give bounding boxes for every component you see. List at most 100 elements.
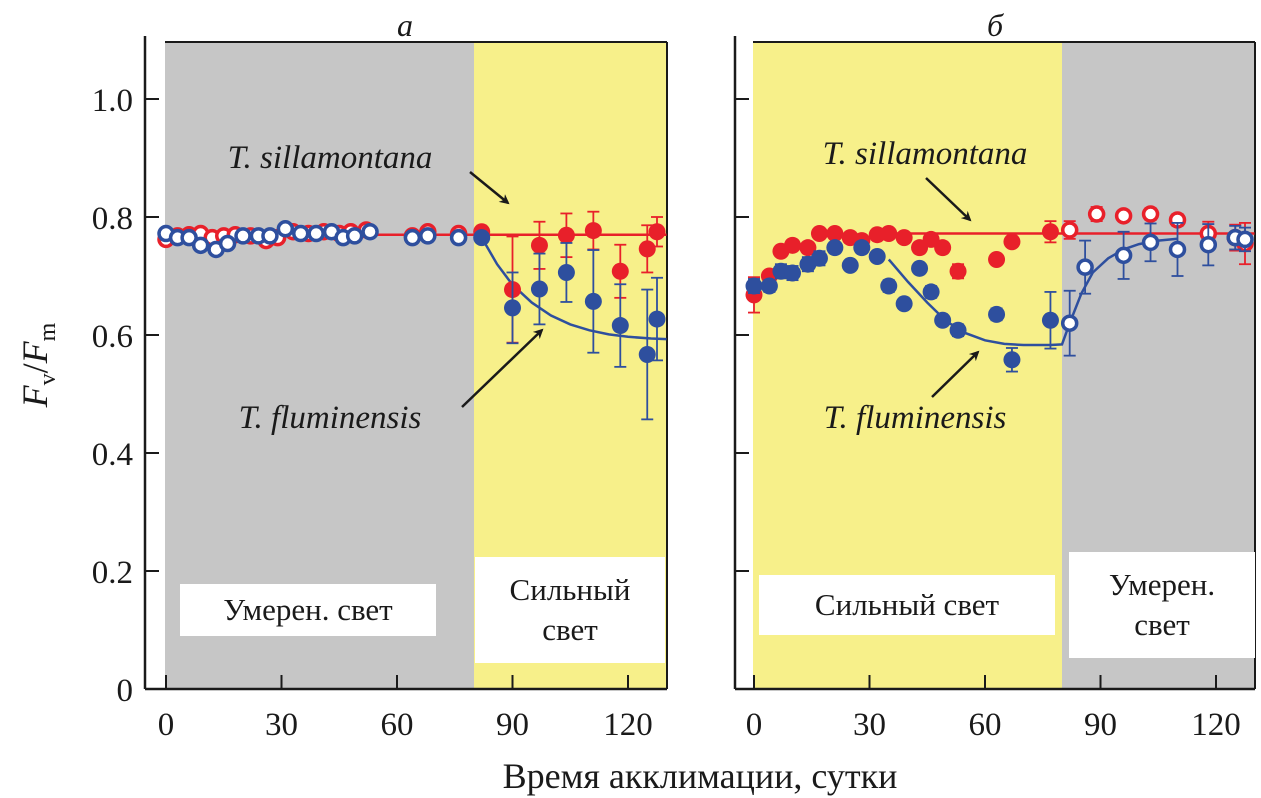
point-t-fluminensis [504,299,521,317]
region-label-box [759,575,1055,635]
region-label: Сильный [510,572,631,607]
region-label-box [180,584,436,636]
point-t-fluminensis [784,264,801,282]
point-t-fluminensis [1076,258,1094,276]
point-t-sillamontana [530,236,548,254]
point-t-fluminensis [841,256,859,274]
y-tick-label: 0.2 [92,555,133,591]
x-tick-label: 0 [158,707,175,743]
annotation-arrow [931,350,980,398]
point-t-fluminensis [180,228,198,247]
y-tick-label: 0.8 [92,201,133,237]
point-t-fluminensis [922,283,940,301]
x-tick-label: 90 [1084,707,1117,743]
species-annotation: T. sillamontana [228,140,433,176]
point-t-fluminensis [745,277,763,295]
point-t-fluminensis [880,277,898,295]
point-t-fluminensis [191,236,210,255]
panel-a: 0 0.2 0.4 0.6 0.8 1.0 0 30 60 90 120 а Умерен. свет С… [92,7,668,743]
point-t-fluminensis [584,292,602,310]
panel-b: 0 30 60 90 120 б Сильный свет Умерен. свет T. sil… [733,7,1256,743]
y-tick-label: 0.6 [92,319,133,355]
svg-text:Fv/Fm: Fv/Fm [15,322,61,408]
x-tick-label: 120 [1191,707,1241,743]
point-t-fluminensis [234,227,252,245]
species-annotation: T. fluminensis [239,400,422,436]
point-t-fluminensis [557,263,575,281]
point-t-fluminensis [1168,240,1187,259]
annotation-arrow [925,177,972,222]
point-t-sillamontana [557,226,575,244]
fit-line-t-fluminensis [480,236,667,341]
panel-title: а [397,7,413,43]
region-label: свет [1134,607,1190,642]
point-t-sillamontana [1141,205,1160,223]
point-t-fluminensis [1114,246,1133,265]
point-t-sillamontana [1041,223,1059,241]
panel-title: б [987,7,1004,43]
x-tick-label: 90 [496,707,529,743]
point-t-fluminensis [345,227,364,245]
point-t-sillamontana [611,262,629,280]
region-label: Умерен. свет [223,592,393,627]
x-tick-label: 0 [746,707,763,743]
point-t-fluminensis [1003,351,1021,369]
point-t-fluminensis [419,227,437,245]
point-t-sillamontana [584,222,602,240]
point-t-sillamontana [1114,207,1133,225]
y-title-sep: / [15,363,55,373]
point-t-fluminensis [868,248,886,266]
region-label-box [1069,552,1255,658]
point-t-sillamontana [810,225,828,243]
point-t-fluminensis [911,259,929,277]
x-tick-label: 30 [265,707,298,743]
point-t-fluminensis [403,228,422,247]
point-t-fluminensis [988,305,1006,323]
point-t-sillamontana [1003,233,1021,251]
point-t-fluminensis [261,227,279,245]
point-t-fluminensis [449,228,468,247]
point-t-sillamontana [949,262,967,280]
y-title-f2: F [15,340,55,364]
point-t-sillamontana [648,223,666,241]
y-title-sub2: m [35,322,61,341]
point-t-fluminensis [810,249,828,267]
x-axis-title: Время акклимации, сутки [503,756,898,796]
point-t-fluminensis [934,311,952,329]
point-t-fluminensis [1060,314,1079,332]
y-title-sub1: v [35,373,61,385]
species-annotation: T. sillamontana [823,136,1028,172]
y-tick-label: 0 [117,673,134,709]
y-axis-title: Fv/Fm [15,322,61,408]
point-t-fluminensis [760,277,778,295]
region-label-box [475,557,665,663]
point-t-sillamontana [895,229,913,247]
x-tick-label: 120 [603,707,653,743]
annotation-arrow [469,171,510,205]
region-moderate-light [165,42,474,689]
point-t-fluminensis [530,280,548,298]
species-annotation: T. fluminensis [824,400,1007,436]
point-t-fluminensis [292,224,310,243]
y-tick-label: 1.0 [92,83,133,119]
point-t-fluminensis [361,223,379,241]
point-t-fluminensis [1141,233,1160,252]
x-tick-label: 30 [853,707,886,743]
point-t-sillamontana [988,250,1006,268]
point-t-fluminensis [853,239,871,257]
point-t-sillamontana [1087,205,1106,223]
point-t-sillamontana [826,225,844,243]
point-t-fluminensis [611,317,629,335]
x-tick-label: 60 [969,707,1002,743]
point-t-sillamontana [638,240,656,258]
point-t-fluminensis [1236,230,1254,249]
region-label: Сильный свет [815,587,1000,622]
x-tick-label: 60 [381,707,414,743]
annotation-arrow [461,328,544,408]
point-t-fluminensis [218,234,237,253]
point-t-fluminensis [949,321,967,339]
region-label: свет [542,612,598,647]
point-t-fluminensis [307,224,325,243]
region-label: Умерен. [1109,567,1215,602]
